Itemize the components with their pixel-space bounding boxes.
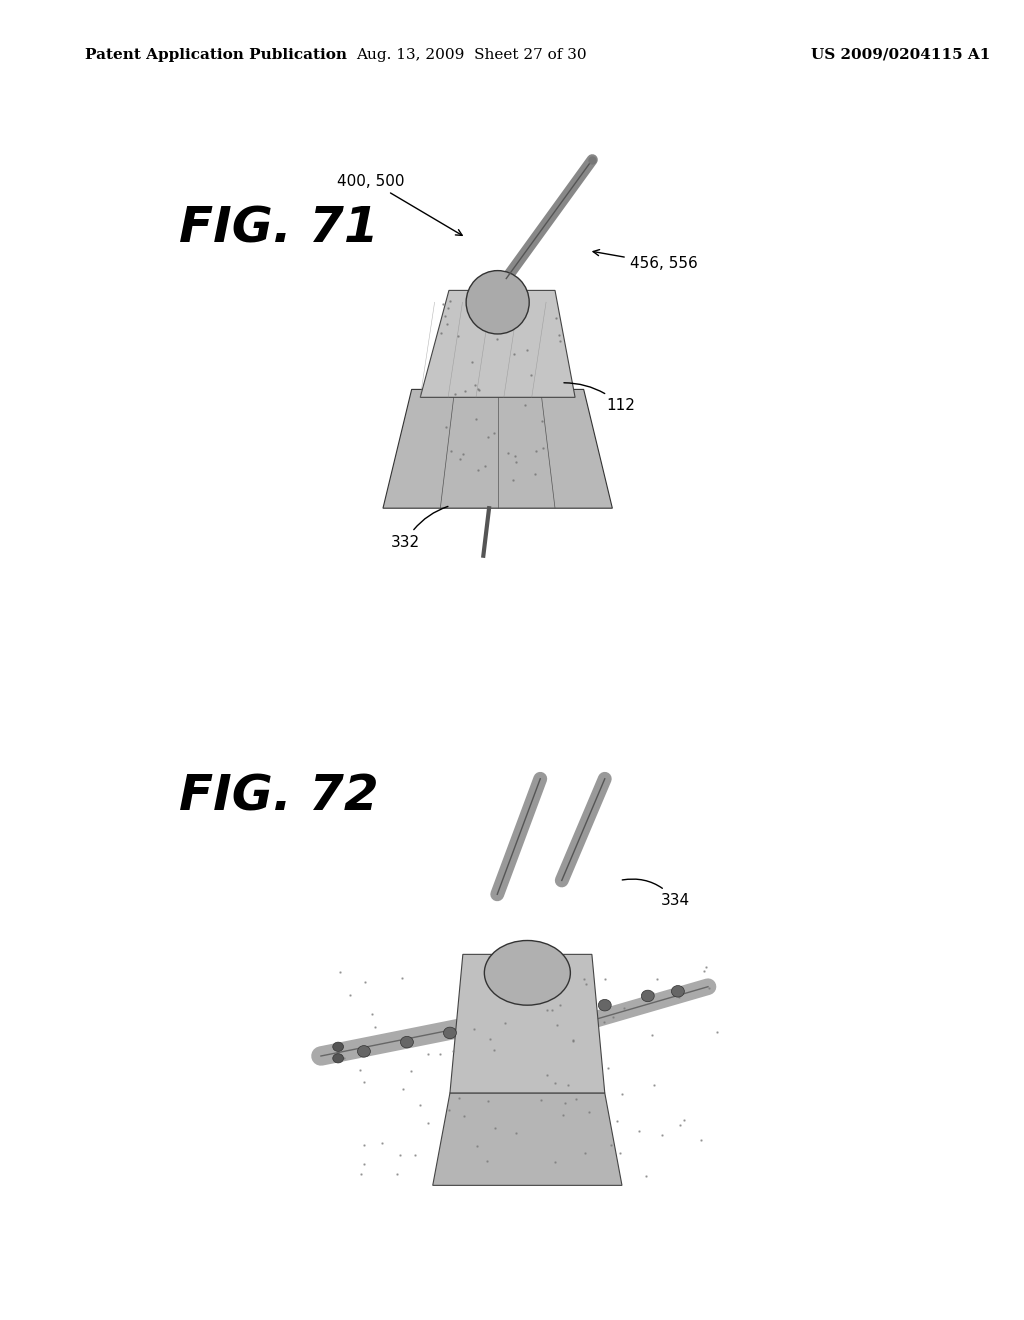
Polygon shape bbox=[450, 954, 605, 1093]
Ellipse shape bbox=[466, 271, 529, 334]
Ellipse shape bbox=[443, 1027, 457, 1039]
Ellipse shape bbox=[333, 1043, 343, 1051]
Ellipse shape bbox=[672, 986, 684, 997]
Text: 112: 112 bbox=[564, 383, 635, 413]
Ellipse shape bbox=[484, 940, 570, 1006]
Text: Aug. 13, 2009  Sheet 27 of 30: Aug. 13, 2009 Sheet 27 of 30 bbox=[355, 48, 587, 62]
Text: 334: 334 bbox=[623, 879, 689, 908]
Ellipse shape bbox=[598, 999, 611, 1011]
Ellipse shape bbox=[641, 990, 654, 1002]
Text: Patent Application Publication: Patent Application Publication bbox=[85, 48, 347, 62]
Text: 456, 556: 456, 556 bbox=[593, 249, 697, 272]
Text: 400, 500: 400, 500 bbox=[337, 174, 462, 235]
Polygon shape bbox=[383, 389, 612, 508]
Polygon shape bbox=[433, 1093, 622, 1185]
Text: FIG. 71: FIG. 71 bbox=[179, 205, 379, 252]
Text: US 2009/0204115 A1: US 2009/0204115 A1 bbox=[811, 48, 991, 62]
Ellipse shape bbox=[400, 1036, 414, 1048]
Text: 332: 332 bbox=[391, 507, 447, 549]
Text: FIG. 72: FIG. 72 bbox=[179, 772, 379, 820]
Ellipse shape bbox=[357, 1045, 371, 1057]
Ellipse shape bbox=[333, 1053, 343, 1063]
Polygon shape bbox=[420, 290, 575, 397]
